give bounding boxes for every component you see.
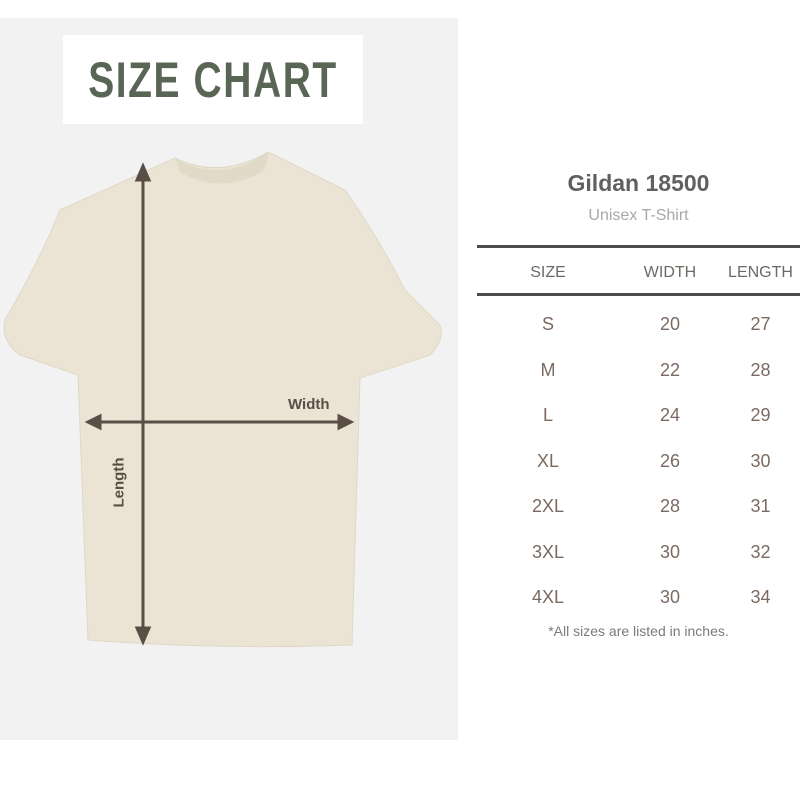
width-arrow-right — [337, 413, 355, 431]
cell-width: 22 — [659, 359, 681, 380]
size-table: SIZE WIDTH LENGTH S 20 27 M 22 28 L 24 29 XL 26 30 2… — [477, 250, 800, 621]
length-label: Length — [110, 457, 128, 508]
table-row: L 24 29 — [477, 393, 800, 439]
width-label: Width — [288, 396, 330, 413]
cell-size: S — [541, 314, 554, 335]
header-width: WIDTH — [643, 264, 697, 281]
cell-length: 27 — [750, 314, 771, 335]
cell-width: 20 — [659, 314, 681, 335]
width-arrow-left — [84, 413, 102, 431]
cell-length: 34 — [750, 587, 771, 608]
page-title: SIZE CHART — [88, 51, 338, 108]
cell-width: 30 — [659, 587, 681, 608]
cell-width: 28 — [659, 496, 681, 517]
cell-length: 31 — [750, 496, 771, 517]
table-row: 4XL 30 34 — [477, 575, 800, 621]
cell-width: 24 — [659, 405, 681, 426]
tshirt-diagram — [3, 151, 442, 648]
cell-size: L — [542, 405, 553, 426]
product-type: Unisex T-Shirt — [588, 207, 689, 224]
length-arrow-top — [134, 162, 152, 182]
table-row: 3XL 30 32 — [477, 530, 800, 576]
table-header-row: SIZE WIDTH LENGTH — [477, 250, 800, 296]
table-top-rule — [477, 245, 800, 248]
table-header-rule — [477, 293, 800, 296]
tshirt-collar — [175, 152, 268, 184]
units-note: *All sizes are listed in inches. — [548, 623, 729, 639]
cell-length: 28 — [750, 359, 771, 380]
cell-size: XL — [536, 450, 560, 471]
tshirt-shape — [3, 151, 442, 648]
title-box: SIZE CHART — [63, 35, 363, 124]
cell-size: M — [540, 359, 556, 380]
table-row: 2XL 28 31 — [477, 484, 800, 530]
cell-width: 30 — [659, 541, 681, 562]
cell-length: 32 — [750, 541, 771, 562]
cell-size: 4XL — [531, 587, 565, 608]
table-row: S 20 27 — [477, 302, 800, 348]
table-row: M 22 28 — [477, 348, 800, 394]
table-row: XL 26 30 — [477, 439, 800, 485]
cell-size: 2XL — [531, 496, 565, 517]
product-name: Gildan 18500 — [567, 170, 710, 196]
cell-width: 26 — [659, 450, 681, 471]
cell-length: 30 — [750, 450, 771, 471]
header-length: LENGTH — [728, 264, 793, 281]
header-size: SIZE — [530, 264, 566, 281]
length-arrow-bottom — [134, 626, 152, 646]
cell-size: 3XL — [531, 541, 565, 562]
cell-length: 29 — [750, 405, 771, 426]
